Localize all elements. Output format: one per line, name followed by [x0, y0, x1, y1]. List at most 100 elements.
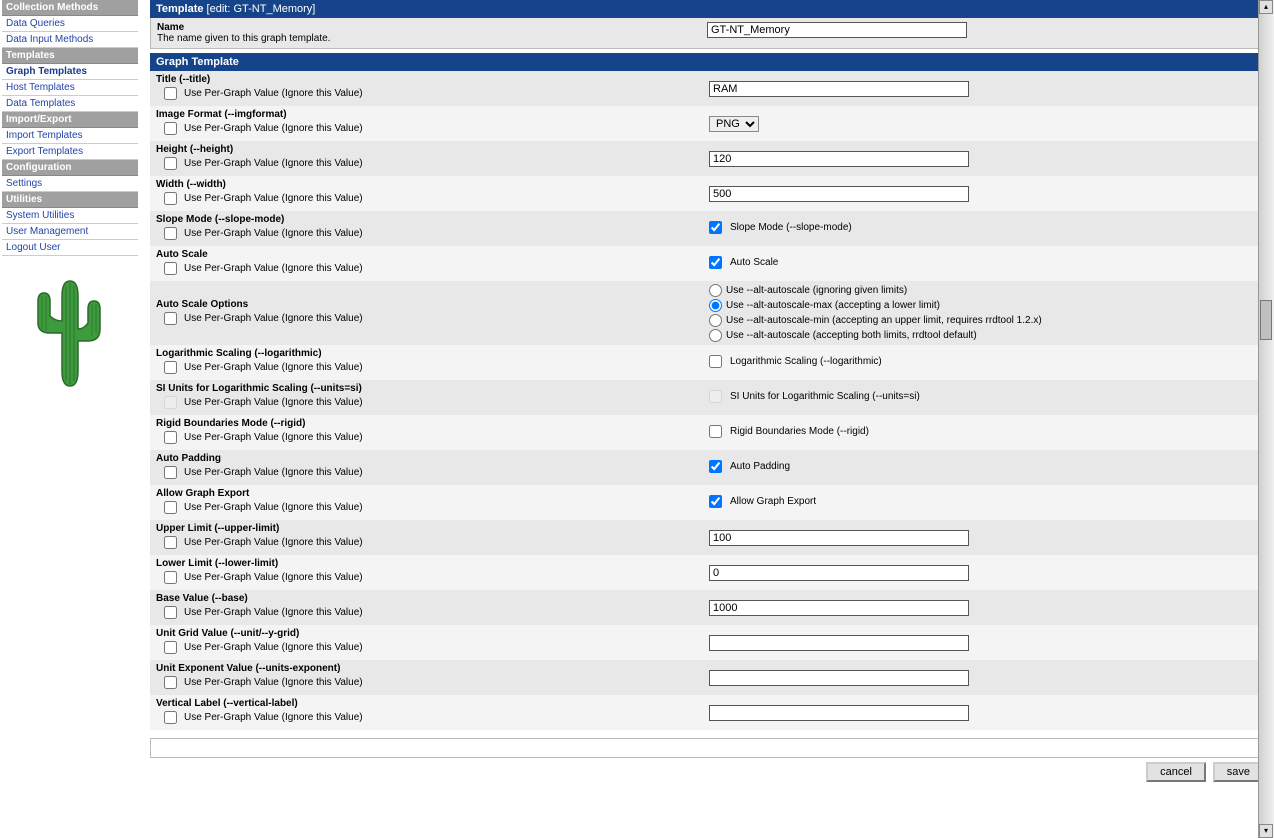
slope-label: Slope Mode (--slope-mode) [156, 214, 697, 225]
scroll-down-icon[interactable]: ▾ [1259, 824, 1273, 838]
autoscale-cb-label: Auto Scale [730, 257, 778, 268]
cactus-logo [30, 271, 110, 391]
autoscale-opt1-label: Use --alt-autoscale-max (accepting a low… [726, 300, 940, 311]
rigid-pergraph-checkbox[interactable] [164, 431, 177, 444]
sidebar-header-configuration: Configuration [2, 160, 138, 176]
name-row: Name The name given to this graph templa… [150, 18, 1264, 49]
sidebar-item-user-management[interactable]: User Management [2, 224, 138, 240]
sidebar-header-importexport: Import/Export [2, 112, 138, 128]
scroll-thumb[interactable] [1260, 300, 1272, 340]
base-pergraph-checkbox[interactable] [164, 606, 177, 619]
sidebar-item-host-templates[interactable]: Host Templates [2, 80, 138, 96]
autopadding-label: Auto Padding [156, 453, 697, 464]
autoscale-opt0-label: Use --alt-autoscale (ignoring given limi… [726, 285, 907, 296]
sidebar-item-graph-templates[interactable]: Graph Templates [2, 64, 138, 80]
scroll-up-icon[interactable]: ▴ [1259, 0, 1273, 14]
unitgrid-pergraph-checkbox[interactable] [164, 641, 177, 654]
sidebar-item-import-templates[interactable]: Import Templates [2, 128, 138, 144]
vlabel-input[interactable] [709, 705, 969, 721]
slope-pergraph-checkbox[interactable] [164, 227, 177, 240]
unitexp-pergraph-checkbox[interactable] [164, 676, 177, 689]
sidebar-item-data-queries[interactable]: Data Queries [2, 16, 138, 32]
button-row: cancel save [150, 762, 1264, 786]
rigid-pergraph-label: Use Per-Graph Value (Ignore this Value) [184, 432, 363, 443]
sidebar-item-data-templates[interactable]: Data Templates [2, 96, 138, 112]
unitexp-pergraph-label: Use Per-Graph Value (Ignore this Value) [184, 677, 363, 688]
vlabel-pergraph-label: Use Per-Graph Value (Ignore this Value) [184, 712, 363, 723]
autoscaleopts-pergraph-checkbox[interactable] [164, 312, 177, 325]
si-label: SI Units for Logarithmic Scaling (--unit… [156, 383, 697, 394]
log-pergraph-label: Use Per-Graph Value (Ignore this Value) [184, 362, 363, 373]
sidebar-item-settings[interactable]: Settings [2, 176, 138, 192]
autopadding-pergraph-label: Use Per-Graph Value (Ignore this Value) [184, 467, 363, 478]
title-input[interactable] [709, 81, 969, 97]
width-pergraph-checkbox[interactable] [164, 192, 177, 205]
name-field-desc: The name given to this graph template. [157, 33, 707, 44]
export-pergraph-label: Use Per-Graph Value (Ignore this Value) [184, 502, 363, 513]
base-label: Base Value (--base) [156, 593, 697, 604]
unitgrid-input[interactable] [709, 635, 969, 651]
autoscale-opt0-radio[interactable] [709, 284, 722, 297]
log-checkbox[interactable] [709, 355, 722, 368]
rigid-label: Rigid Boundaries Mode (--rigid) [156, 418, 697, 429]
lower-input[interactable] [709, 565, 969, 581]
log-label: Logarithmic Scaling (--logarithmic) [156, 348, 697, 359]
slope-checkbox[interactable] [709, 221, 722, 234]
unitexp-input[interactable] [709, 670, 969, 686]
imgformat-pergraph-checkbox[interactable] [164, 122, 177, 135]
autoscale-opt2-label: Use --alt-autoscale-min (accepting an up… [726, 315, 1042, 326]
export-checkbox[interactable] [709, 495, 722, 508]
height-input[interactable] [709, 151, 969, 167]
si-pergraph-checkbox [164, 396, 177, 409]
sidebar-item-data-input-methods[interactable]: Data Input Methods [2, 32, 138, 48]
height-label: Height (--height) [156, 144, 697, 155]
autopadding-pergraph-checkbox[interactable] [164, 466, 177, 479]
log-cb-label: Logarithmic Scaling (--logarithmic) [730, 356, 882, 367]
sidebar: Collection Methods Data Queries Data Inp… [0, 0, 140, 838]
sidebar-item-logout-user[interactable]: Logout User [2, 240, 138, 256]
base-input[interactable] [709, 600, 969, 616]
rigid-checkbox[interactable] [709, 425, 722, 438]
graph-template-form: Title (--title) Use Per-Graph Value (Ign… [150, 71, 1264, 730]
autoscale-label: Auto Scale [156, 249, 697, 260]
vlabel-pergraph-checkbox[interactable] [164, 711, 177, 724]
autoscale-pergraph-checkbox[interactable] [164, 262, 177, 275]
imgformat-pergraph-label: Use Per-Graph Value (Ignore this Value) [184, 123, 363, 134]
save-button[interactable]: save [1213, 762, 1264, 782]
unitgrid-label: Unit Grid Value (--unit/--y-grid) [156, 628, 697, 639]
slope-cb-label: Slope Mode (--slope-mode) [730, 222, 852, 233]
imgformat-select[interactable]: PNG [709, 116, 759, 132]
sidebar-item-system-utilities[interactable]: System Utilities [2, 208, 138, 224]
autopadding-checkbox[interactable] [709, 460, 722, 473]
window-scrollbar[interactable]: ▴ ▾ [1258, 0, 1274, 838]
autoscale-opt3-radio[interactable] [709, 329, 722, 342]
si-pergraph-label: Use Per-Graph Value (Ignore this Value) [184, 397, 363, 408]
title-pergraph-checkbox[interactable] [164, 87, 177, 100]
export-pergraph-checkbox[interactable] [164, 501, 177, 514]
template-edit-tag: [edit: GT-NT_Memory] [207, 3, 316, 15]
upper-pergraph-label: Use Per-Graph Value (Ignore this Value) [184, 537, 363, 548]
base-pergraph-label: Use Per-Graph Value (Ignore this Value) [184, 607, 363, 618]
sidebar-header-collection: Collection Methods [2, 0, 138, 16]
cancel-button[interactable]: cancel [1146, 762, 1206, 782]
autoscale-opt1-radio[interactable] [709, 299, 722, 312]
width-input[interactable] [709, 186, 969, 202]
height-pergraph-checkbox[interactable] [164, 157, 177, 170]
export-label: Allow Graph Export [156, 488, 697, 499]
name-field-label: Name [157, 22, 707, 33]
slope-pergraph-label: Use Per-Graph Value (Ignore this Value) [184, 228, 363, 239]
autoscale-checkbox[interactable] [709, 256, 722, 269]
autopadding-cb-label: Auto Padding [730, 461, 790, 472]
lower-label: Lower Limit (--lower-limit) [156, 558, 697, 569]
log-pergraph-checkbox[interactable] [164, 361, 177, 374]
autoscale-opt3-label: Use --alt-autoscale (accepting both limi… [726, 330, 977, 341]
height-pergraph-label: Use Per-Graph Value (Ignore this Value) [184, 158, 363, 169]
title-label: Title (--title) [156, 74, 697, 85]
name-input[interactable] [707, 22, 967, 38]
upper-input[interactable] [709, 530, 969, 546]
upper-pergraph-checkbox[interactable] [164, 536, 177, 549]
sidebar-item-export-templates[interactable]: Export Templates [2, 144, 138, 160]
autoscale-opt2-radio[interactable] [709, 314, 722, 327]
lower-pergraph-checkbox[interactable] [164, 571, 177, 584]
autoscale-options-group: Use --alt-autoscale (ignoring given limi… [709, 284, 1258, 342]
